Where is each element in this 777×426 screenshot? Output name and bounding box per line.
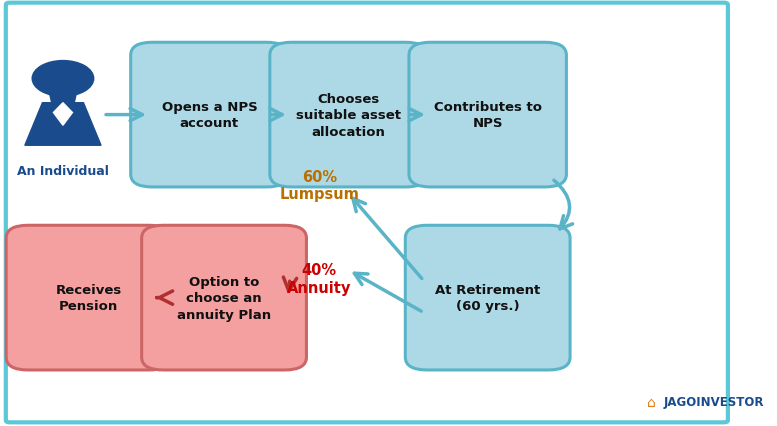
Text: ⌂: ⌂ xyxy=(647,395,656,409)
FancyBboxPatch shape xyxy=(141,226,306,370)
Text: 40%
Annuity: 40% Annuity xyxy=(287,263,351,295)
FancyBboxPatch shape xyxy=(270,43,427,187)
FancyBboxPatch shape xyxy=(131,43,288,187)
Text: 60%
Lumpsum: 60% Lumpsum xyxy=(279,169,359,201)
Polygon shape xyxy=(50,95,76,105)
Text: JAGOINVESTOR: JAGOINVESTOR xyxy=(664,395,764,409)
Text: Option to
choose an
annuity Plan: Option to choose an annuity Plan xyxy=(177,275,271,321)
Polygon shape xyxy=(25,104,101,146)
Polygon shape xyxy=(54,104,72,126)
Text: Contributes to
NPS: Contributes to NPS xyxy=(434,101,542,130)
Text: Chooses
suitable asset
allocation: Chooses suitable asset allocation xyxy=(296,92,401,138)
Text: At Retirement
(60 yrs.): At Retirement (60 yrs.) xyxy=(435,283,540,313)
FancyBboxPatch shape xyxy=(409,43,566,187)
FancyBboxPatch shape xyxy=(406,226,570,370)
Text: Receives
Pension: Receives Pension xyxy=(55,283,122,313)
Circle shape xyxy=(32,61,94,97)
Text: An Individual: An Individual xyxy=(17,164,109,177)
Text: Opens a NPS
account: Opens a NPS account xyxy=(162,101,257,130)
FancyBboxPatch shape xyxy=(6,226,171,370)
FancyBboxPatch shape xyxy=(5,4,728,422)
